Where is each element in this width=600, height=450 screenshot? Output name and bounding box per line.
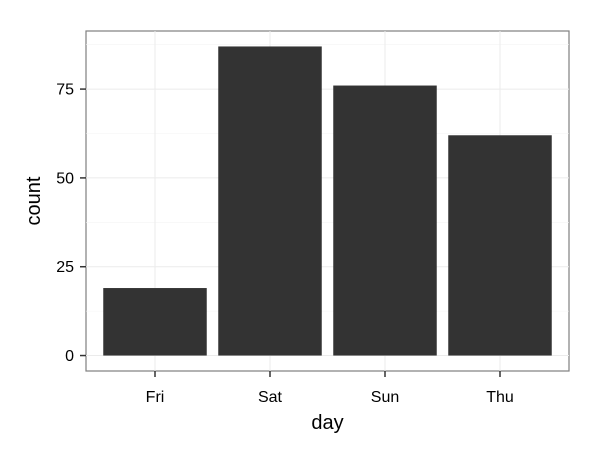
y-tick-label: 0: [65, 348, 74, 365]
x-tick-label-fri: Fri: [146, 389, 165, 406]
x-tick-label-sun: Sun: [371, 389, 399, 406]
y-axis-title: count: [23, 176, 45, 225]
y-tick-label: 25: [56, 259, 74, 276]
x-axis: Fri Sat Sun Thu: [146, 371, 514, 406]
bars: [103, 46, 552, 356]
bar-thu: [448, 135, 552, 356]
bar-fri: [103, 288, 207, 356]
y-tick-label: 75: [56, 82, 74, 99]
bar-sat: [218, 46, 322, 356]
x-tick-label-sat: Sat: [258, 389, 283, 406]
y-tick-label: 50: [56, 170, 74, 187]
x-tick-label-thu: Thu: [486, 389, 514, 406]
bar-sun: [333, 85, 437, 356]
x-axis-title: day: [311, 412, 343, 434]
y-axis: 0 25 50 75: [56, 82, 86, 365]
